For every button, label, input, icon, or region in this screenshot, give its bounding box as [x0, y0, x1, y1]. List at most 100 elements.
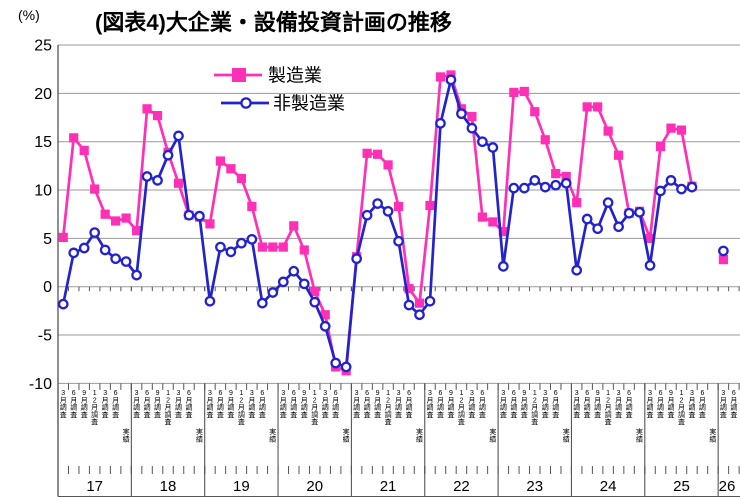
legend-label-manufacturing: 製造業 — [268, 66, 322, 86]
nonmanufacturing-marker — [78, 242, 90, 254]
manufacturing-marker — [69, 133, 79, 143]
y-axis-label: 5 — [43, 231, 52, 248]
manufacturing-marker — [131, 226, 142, 236]
y-axis-label: 15 — [34, 134, 52, 151]
nonmanufacturing-marker — [718, 245, 729, 257]
manufacturing-marker — [58, 232, 68, 242]
nonmanufacturing-marker — [225, 246, 237, 258]
x-survey-label: 実績 — [269, 427, 276, 443]
x-survey-label: 1 2 月調査 — [165, 390, 172, 426]
legend-square-marker — [232, 68, 246, 82]
x-survey-label: 6 月調査 — [290, 390, 297, 419]
x-survey-label: 3 月調査 — [280, 390, 287, 419]
y-axis-label: 20 — [34, 86, 52, 103]
manufacturing-marker — [477, 212, 487, 222]
x-survey-label: 6 月調査 — [626, 390, 633, 419]
manufacturing-marker — [666, 123, 676, 133]
x-year-label: 25 — [673, 478, 690, 495]
nonmanufacturing-marker — [194, 210, 205, 222]
nonmanufacturing-marker — [215, 241, 226, 253]
nonmanufacturing-marker — [89, 227, 101, 238]
nonmanufacturing-marker — [518, 182, 530, 194]
nonmanufacturing-marker — [477, 136, 488, 148]
manufacturing-marker — [645, 233, 655, 243]
nonmanufacturing-marker — [393, 235, 404, 247]
manufacturing-marker — [614, 150, 624, 160]
manufacturing-marker — [247, 201, 257, 212]
manufacturing-marker — [100, 209, 110, 219]
nonmanufacturing-marker — [466, 122, 478, 134]
nonmanufacturing-marker — [68, 247, 80, 259]
x-survey-label: 実績 — [563, 427, 570, 443]
nonmanufacturing-marker — [267, 287, 279, 298]
nonmanufacturing-marker — [592, 223, 603, 235]
nonmanufacturing-marker — [602, 197, 614, 208]
manufacturing-marker — [142, 104, 152, 114]
nonmanufacturing-marker — [676, 183, 687, 195]
manufacturing-marker — [278, 242, 288, 252]
x-survey-label: 6 月調査 — [584, 390, 591, 419]
manufacturing-marker — [173, 178, 184, 188]
nonmanufacturing-marker — [539, 181, 551, 193]
manufacturing-marker — [551, 168, 561, 179]
nonmanufacturing-marker — [141, 171, 153, 182]
manufacturing-marker — [320, 310, 330, 320]
x-survey-label: 3 月調査 — [322, 390, 329, 419]
nonmanufacturing-marker — [560, 177, 572, 189]
nonmanufacturing-marker — [508, 182, 520, 194]
nonmanufacturing-marker — [99, 244, 111, 256]
manufacturing-marker — [362, 148, 372, 158]
nonmanufacturing-marker — [309, 296, 321, 308]
chart-title: (図表4)大企業・設備投資計画の推移 — [95, 10, 452, 35]
x-survey-label: 3 月調査 — [353, 390, 360, 419]
x-survey-label: 6 月調査 — [552, 390, 559, 419]
manufacturing-marker — [310, 286, 320, 297]
nonmanufacturing-marker — [497, 261, 509, 272]
x-survey-label: 3 月調査 — [468, 390, 475, 419]
x-survey-label: 3 月調査 — [395, 390, 402, 419]
nonmanufacturing-marker — [665, 175, 677, 186]
x-year-label: 23 — [526, 478, 543, 495]
nonmanufacturing-marker — [330, 357, 342, 369]
manufacturing-marker — [655, 141, 666, 152]
manufacturing-marker — [540, 135, 550, 145]
x-survey-label: 9 月調査 — [594, 390, 601, 419]
manufacturing-marker — [111, 216, 121, 226]
x-year-label: 24 — [600, 478, 617, 495]
x-survey-label: 1 2 月調査 — [311, 390, 318, 426]
y-axis-label: -10 — [29, 376, 52, 393]
x-year-label: 20 — [306, 478, 323, 495]
x-survey-label: 実績 — [489, 427, 496, 443]
x-survey-label: 実績 — [196, 427, 203, 443]
manufacturing-marker — [561, 171, 571, 182]
x-survey-label: 3 月調査 — [426, 390, 433, 419]
manufacturing-marker — [152, 110, 163, 121]
x-survey-label: 6 月調査 — [699, 390, 706, 419]
manufacturing-marker — [467, 111, 477, 122]
x-survey-label: 3 月調査 — [647, 390, 654, 419]
x-survey-label: 6 月調査 — [112, 390, 119, 419]
x-survey-label: 9 月調査 — [667, 390, 674, 419]
nonmanufacturing-marker — [456, 108, 467, 120]
nonmanufacturing-marker — [623, 207, 635, 219]
manufacturing-marker — [121, 213, 131, 223]
manufacturing-marker — [90, 184, 100, 194]
x-survey-label: 3 月調査 — [573, 390, 580, 419]
x-survey-label: 3 月調査 — [615, 390, 622, 419]
manufacturing-marker — [257, 242, 267, 252]
x-survey-label: 1 2 月調査 — [238, 390, 245, 426]
nonmanufacturing-marker — [529, 175, 541, 186]
nonmanufacturing-marker — [445, 74, 457, 86]
legend-circle-marker — [240, 97, 252, 109]
x-year-label: 17 — [86, 478, 103, 495]
manufacturing-marker — [519, 86, 529, 97]
x-survey-label: 9 月調査 — [301, 390, 308, 419]
x-survey-label: 実績 — [709, 427, 716, 443]
nonmanufacturing-marker — [655, 185, 666, 197]
manufacturing-marker — [718, 255, 728, 265]
nonmanufacturing-marker — [236, 237, 247, 249]
x-survey-label: 6 月調査 — [332, 390, 339, 419]
x-survey-label: 6 月調査 — [364, 390, 371, 419]
